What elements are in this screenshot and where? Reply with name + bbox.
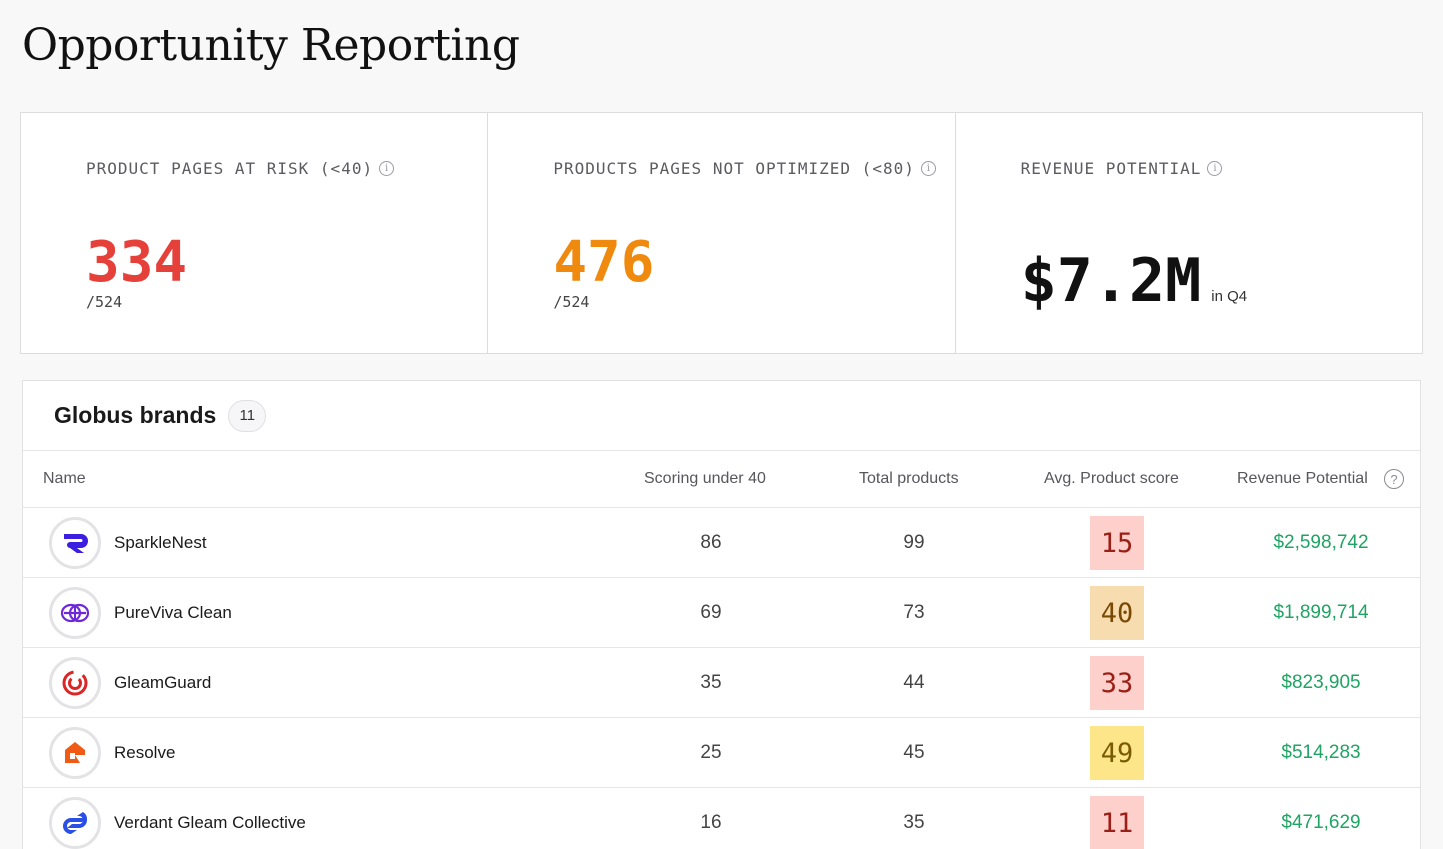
brand-name[interactable]: Resolve — [114, 743, 176, 762]
revenue-potential: $514,283 — [1281, 742, 1361, 763]
avg-product-score: 33 — [1090, 656, 1144, 710]
gleamguard-logo-icon — [49, 657, 101, 709]
kpi-value: 476 — [553, 230, 655, 295]
info-icon[interactable]: i — [379, 161, 395, 176]
total-products: 35 — [903, 812, 925, 833]
kpi-value: $7.2M — [1020, 246, 1202, 316]
kpi-total: /524 — [86, 293, 123, 311]
table-row[interactable]: SparkleNest 86 99 15 $2,598,742 — [23, 508, 1420, 578]
avg-product-score: 15 — [1090, 516, 1144, 570]
scoring-under-40: 86 — [700, 532, 722, 553]
scoring-under-40: 16 — [700, 812, 722, 833]
table-header-bar: Globus brands 11 — [23, 381, 1420, 451]
total-products: 44 — [903, 672, 925, 693]
kpi-label-text: PRODUCTS PAGES NOT OPTIMIZED (<80) — [553, 159, 915, 178]
kpi-value: 334 — [86, 230, 188, 295]
revenue-potential: $2,598,742 — [1273, 532, 1369, 553]
column-header-total[interactable]: Total products — [859, 470, 959, 487]
table-column-headers: Name Scoring under 40 Total products Avg… — [23, 451, 1420, 508]
revenue-potential: $471,629 — [1281, 812, 1361, 833]
kpi-label: PRODUCTS PAGES NOT OPTIMIZED (<80) i — [553, 159, 936, 178]
pureviva-logo-icon — [49, 587, 101, 639]
column-header-name[interactable]: Name — [43, 470, 86, 487]
avg-product-score: 40 — [1090, 586, 1144, 640]
avg-product-score: 49 — [1090, 726, 1144, 780]
kpi-label: REVENUE POTENTIAL i — [1021, 159, 1223, 178]
column-header-avg-score[interactable]: Avg. Product score — [1044, 470, 1179, 487]
kpi-card-not-optimized[interactable]: PRODUCTS PAGES NOT OPTIMIZED (<80) i 476… — [488, 113, 956, 353]
kpi-card-revenue-potential[interactable]: REVENUE POTENTIAL i $7.2M in Q4 — [956, 113, 1422, 353]
column-header-scoring[interactable]: Scoring under 40 — [644, 470, 766, 487]
page-title: Opportunity Reporting — [22, 20, 520, 71]
table-row[interactable]: PureViva Clean 69 73 40 $1,899,714 — [23, 578, 1420, 648]
total-products: 99 — [903, 532, 925, 553]
kpi-suffix: in Q4 — [1211, 288, 1248, 305]
scoring-under-40: 35 — [700, 672, 722, 693]
table-title: Globus brands — [54, 402, 217, 428]
kpi-card-pages-at-risk[interactable]: PRODUCT PAGES AT RISK (<40) i 334 /524 — [21, 113, 489, 353]
brand-name[interactable]: Verdant Gleam Collective — [114, 813, 306, 832]
sparklenest-logo-icon — [49, 517, 101, 569]
brand-name[interactable]: GleamGuard — [114, 673, 212, 692]
scoring-under-40: 25 — [700, 742, 722, 763]
scoring-under-40: 69 — [700, 602, 722, 623]
table-row[interactable]: Verdant Gleam Collective 16 35 11 $471,6… — [23, 788, 1420, 849]
verdant-logo-icon — [49, 797, 101, 849]
kpi-value-group: $7.2M in Q4 — [1021, 251, 1247, 311]
table-row[interactable]: GleamGuard 35 44 33 $823,905 — [23, 648, 1420, 718]
info-icon[interactable]: i — [1207, 161, 1223, 176]
kpi-total: /524 — [553, 293, 590, 311]
brands-table-card: Globus brands 11 Name Scoring under 40 T… — [22, 380, 1421, 849]
kpi-label-text: REVENUE POTENTIAL — [1020, 159, 1202, 178]
info-icon[interactable]: i — [920, 161, 936, 176]
total-products: 73 — [903, 602, 925, 623]
count-badge: 11 — [228, 399, 267, 432]
brand-name[interactable]: PureViva Clean — [114, 603, 232, 622]
table-row[interactable]: Resolve 25 45 49 $514,283 — [23, 718, 1420, 788]
revenue-potential: $1,899,714 — [1273, 602, 1369, 623]
resolve-logo-icon — [49, 727, 101, 779]
kpi-label: PRODUCT PAGES AT RISK (<40) i — [86, 159, 395, 178]
help-icon[interactable]: ? — [1384, 469, 1404, 489]
avg-product-score: 11 — [1090, 796, 1144, 849]
total-products: 45 — [903, 742, 925, 763]
kpi-row: PRODUCT PAGES AT RISK (<40) i 334 /524 P… — [20, 112, 1423, 354]
brand-name[interactable]: SparkleNest — [114, 533, 207, 552]
column-header-revenue[interactable]: Revenue Potential — [1237, 470, 1368, 487]
revenue-potential: $823,905 — [1281, 672, 1361, 693]
kpi-label-text: PRODUCT PAGES AT RISK (<40) — [86, 159, 374, 178]
table-body: SparkleNest 86 99 15 $2,598,742 PureViva… — [23, 508, 1420, 849]
